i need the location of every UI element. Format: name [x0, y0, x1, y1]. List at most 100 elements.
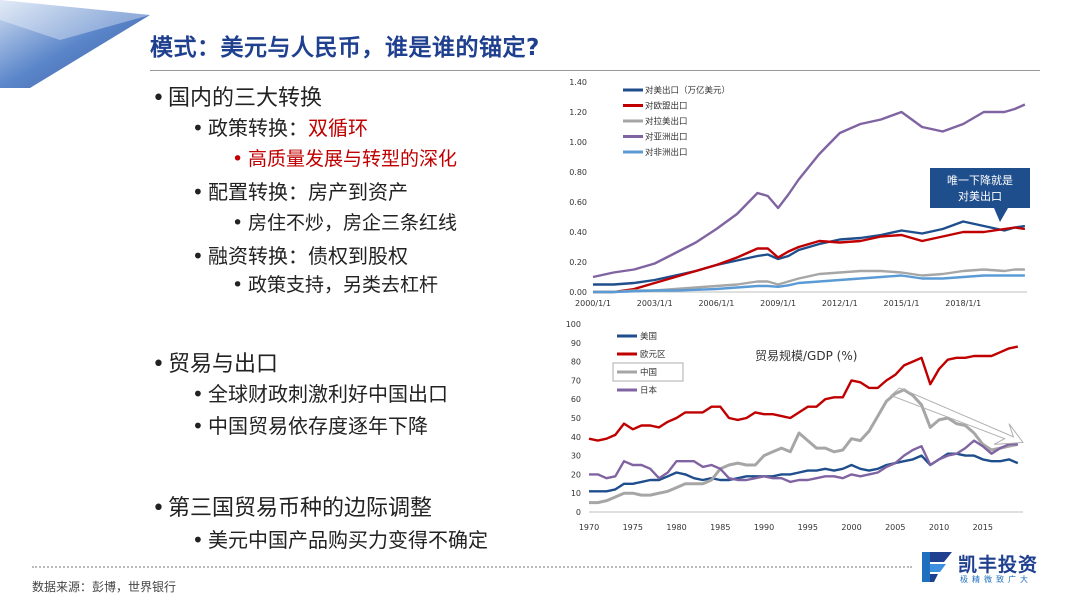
y-tick-label: 1.40 — [569, 78, 587, 87]
company-logo: 凯丰投资 极精微致广大 — [920, 548, 1070, 588]
bullet-dot: • — [152, 86, 165, 111]
series-line — [592, 103, 1026, 279]
y-tick-label: 60 — [571, 395, 581, 404]
y-tick-label: 0.60 — [569, 198, 587, 207]
legend-highlight-box — [612, 362, 684, 382]
bullet-level2: • 中国贸易依存度逐年下降 — [192, 410, 428, 439]
legend-label: 对非洲出口 — [645, 147, 688, 158]
bullet-level2: • 全球财政刺激利好中国出口 — [192, 378, 448, 407]
page-title: 模式：美元与人民币，谁是谁的锚定? — [150, 35, 540, 61]
series-line — [589, 439, 1018, 484]
annotation-callout — [930, 168, 1030, 222]
logo-mark-icon — [922, 552, 952, 582]
bullet-text: 政策支持，另类去杠杆 — [248, 274, 439, 296]
trade-gdp-chart: 0 10 20 30 40 50 60 70 80 90 100 1970 1975 1980 1985 19… — [566, 320, 1024, 532]
bullet-dot: • — [232, 212, 244, 234]
trend-arrow-icon — [889, 387, 1024, 445]
x-tick-label: 1980 — [666, 523, 686, 532]
x-tick-label: 2012/1/1 — [822, 299, 858, 308]
bullet-text: 美元中国产品购买力变得不确定 — [208, 528, 488, 552]
bullet-dot: • — [192, 528, 204, 552]
series-line — [593, 274, 1025, 294]
legend-label: 对美出口（万亿美元） — [645, 85, 730, 96]
bullet-level2: • 融资转换：债权到股权 — [192, 240, 408, 269]
y-tick-label: 10 — [571, 489, 581, 498]
x-tick-label: 2018/1/1 — [945, 299, 981, 308]
series-line — [593, 220, 1026, 286]
bullet-text: 配置转换：房产到资产 — [208, 180, 408, 204]
series-line — [593, 268, 1025, 294]
series-line — [588, 345, 1019, 442]
bullet-text: 贸易与出口 — [168, 352, 279, 377]
bullet-level3: • 高质量发展与转型的深化 — [232, 144, 457, 171]
logo-name: 凯丰投资 — [958, 554, 1039, 576]
x-tick-label: 2005 — [885, 523, 905, 532]
series-line — [589, 388, 1019, 505]
bullet-level3: • 房住不炒，房企三条红线 — [232, 208, 457, 235]
bullet-prefix: 政策转换： — [208, 116, 308, 140]
bullet-dot: • — [192, 414, 204, 438]
bullet-level1: • 国内的三大转换 — [152, 80, 322, 112]
bullet-text: 第三国贸易币种的边际调整 — [168, 496, 433, 521]
bullet-dot: • — [192, 180, 204, 204]
corner-decoration — [0, 0, 150, 88]
x-tick-label: 1995 — [798, 523, 818, 532]
x-tick-label: 2009/1/1 — [760, 299, 796, 308]
legend-label: 日本 — [640, 385, 658, 396]
bullet-text: 高质量发展与转型的深化 — [248, 148, 458, 170]
bullet-dot: • — [192, 116, 204, 140]
series-line — [589, 452, 1019, 493]
y-tick-label: 30 — [571, 452, 581, 461]
legend-label: 美国 — [640, 331, 657, 342]
legend-label: 欧元区 — [640, 349, 666, 360]
x-tick-label: 2006/1/1 — [698, 299, 734, 308]
x-tick-label: 2003/1/1 — [637, 299, 673, 308]
y-tick-label: 70 — [571, 376, 581, 385]
bullet-level3: • 政策支持，另类去杠杆 — [232, 270, 438, 297]
bullet-level2: • 美元中国产品购买力变得不确定 — [192, 524, 488, 553]
export-chart: 0.00 0.20 0.40 0.60 0.80 1.00 1.20 1.40 2000/1/1… — [569, 78, 1030, 308]
y-tick-label: 0.80 — [569, 168, 587, 177]
y-tick-label: 40 — [571, 433, 581, 442]
legend-label: 对拉美出口 — [645, 116, 688, 127]
y-tick-label: 20 — [571, 470, 581, 479]
bullet-dot: • — [152, 352, 165, 377]
bullet-text: 双循环 — [308, 116, 368, 140]
bullet-level2: • 配置转换：房产到资产 — [192, 176, 408, 205]
x-tick-label: 2015/1/1 — [884, 299, 920, 308]
y-tick-label: 50 — [571, 414, 581, 423]
bullet-dot: • — [192, 382, 204, 406]
y-tick-label: 0.00 — [569, 288, 587, 297]
legend-label: 对欧盟出口 — [645, 101, 688, 112]
bullet-text: 中国贸易依存度逐年下降 — [208, 414, 428, 438]
annotation-line1: 唯一下降就是 — [947, 173, 1013, 187]
y-tick-label: 1.00 — [569, 138, 587, 147]
bullet-text: 国内的三大转换 — [168, 86, 323, 111]
y-tick-label: 90 — [571, 339, 581, 348]
bullet-text: 房住不炒，房企三条红线 — [248, 212, 458, 234]
bullet-text: 全球财政刺激利好中国出口 — [208, 382, 448, 406]
x-tick-label: 1990 — [754, 523, 774, 532]
x-tick-label: 1985 — [710, 523, 730, 532]
series-line — [593, 226, 1026, 294]
x-tick-label: 2000 — [841, 523, 861, 532]
annotation-line2: 对美出口 — [958, 189, 1002, 203]
x-tick-label: 1975 — [623, 523, 643, 532]
y-tick-label: 0.40 — [569, 228, 587, 237]
bullet-dot: • — [152, 496, 165, 521]
x-tick-label: 1970 — [579, 523, 599, 532]
title-divider — [150, 70, 1040, 71]
legend-label: 中国 — [640, 367, 657, 378]
bullet-level1: • 第三国贸易币种的边际调整 — [152, 490, 432, 522]
chart-title: 贸易规模/GDP (%) — [755, 348, 857, 363]
bullet-level2: • 政策转换：双循环 — [192, 112, 368, 141]
bullet-text: 融资转换：债权到股权 — [208, 244, 408, 268]
x-tick-label: 2015 — [973, 523, 993, 532]
bullet-dot: • — [192, 244, 204, 268]
bullet-level1: • 贸易与出口 — [152, 346, 278, 378]
legend-label: 对亚洲出口 — [645, 132, 688, 143]
x-tick-label: 2010 — [929, 523, 949, 532]
footer-divider — [32, 566, 912, 568]
logo-slogan: 极精微致广大 — [960, 575, 1032, 584]
bullet-dot: • — [232, 148, 244, 170]
